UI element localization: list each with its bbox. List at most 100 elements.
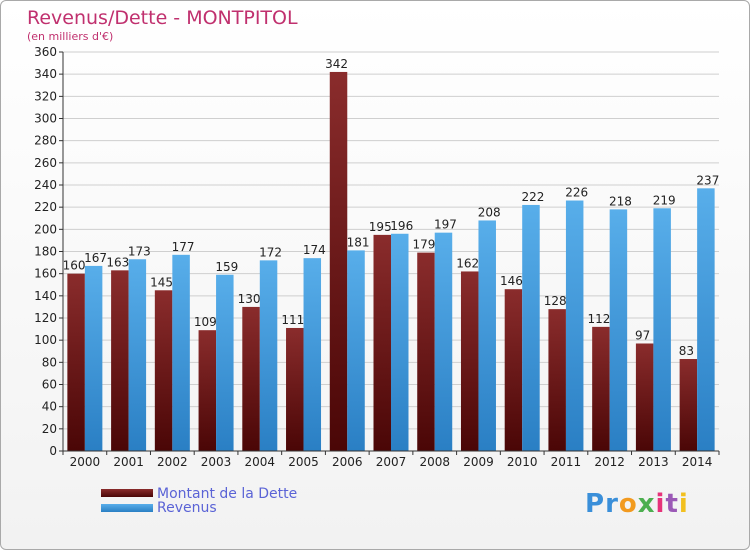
x-tick-label: 2000 <box>70 455 101 469</box>
bar-dette <box>329 71 348 451</box>
x-tick-label: 2001 <box>113 455 144 469</box>
x-tick-label: 2010 <box>507 455 538 469</box>
data-label-revenus: 208 <box>478 205 501 219</box>
y-tick-label: 100 <box>34 333 57 347</box>
bar-dette <box>460 271 479 451</box>
data-label-dette: 342 <box>325 57 348 71</box>
data-label-revenus: 181 <box>347 235 370 249</box>
bar-revenus <box>303 258 322 451</box>
data-label-dette: 195 <box>369 220 392 234</box>
bar-dette <box>417 252 435 451</box>
y-tick-label: 80 <box>42 355 57 369</box>
data-label-revenus: 177 <box>172 240 195 254</box>
x-tick-label: 2003 <box>201 455 232 469</box>
bar-dette <box>111 270 129 451</box>
x-tick-label: 2002 <box>157 455 188 469</box>
x-tick-label: 2011 <box>551 455 582 469</box>
bar-dette <box>592 326 610 451</box>
y-tick-label: 160 <box>34 267 57 281</box>
data-label-revenus: 167 <box>84 251 107 265</box>
data-label-dette: 130 <box>238 292 261 306</box>
data-label-dette: 128 <box>544 294 567 308</box>
data-label-dette: 112 <box>587 312 610 326</box>
data-label-revenus: 173 <box>128 244 151 258</box>
bar-dette <box>635 343 654 451</box>
x-tick-label: 2014 <box>682 455 713 469</box>
data-label-revenus: 219 <box>653 193 676 207</box>
data-label-revenus: 172 <box>259 245 282 259</box>
x-tick-label: 2009 <box>463 455 494 469</box>
y-tick-label: 340 <box>34 67 57 81</box>
bar-revenus <box>434 232 453 451</box>
data-label-revenus: 197 <box>434 218 457 232</box>
y-tick-label: 220 <box>34 200 57 214</box>
bar-dette <box>154 290 173 451</box>
bar-dette <box>286 327 304 451</box>
chart-subtitle: (en milliers d'€) <box>27 30 114 43</box>
data-label-revenus: 196 <box>390 219 413 233</box>
chart-title: Revenus/Dette - MONTPITOL <box>27 7 298 29</box>
data-label-revenus: 222 <box>521 190 544 204</box>
data-label-dette: 111 <box>281 313 304 327</box>
y-tick-label: 240 <box>34 178 57 192</box>
logo-letter: x <box>637 489 656 519</box>
legend-label-dette: Montant de la Dette <box>157 486 298 502</box>
x-tick-label: 2005 <box>288 455 319 469</box>
bar-revenus <box>391 233 409 451</box>
proxiti-logo: Proxiti <box>585 489 689 519</box>
legend-label-revenus: Revenus <box>157 500 217 516</box>
data-label-revenus: 226 <box>565 186 588 200</box>
x-tick-label: 2007 <box>376 455 407 469</box>
logo-letter: i <box>655 489 666 519</box>
logo-letter: r <box>605 489 619 519</box>
y-tick-label: 200 <box>34 222 57 236</box>
bar-revenus <box>522 204 540 451</box>
x-tick-label: 2012 <box>594 455 625 469</box>
bar-revenus <box>84 265 103 451</box>
y-tick-label: 300 <box>34 112 57 126</box>
bar-dette <box>504 289 523 451</box>
y-tick-label: 180 <box>34 245 57 259</box>
bar-dette <box>548 309 566 451</box>
y-tick-label: 0 <box>49 444 57 458</box>
y-tick-label: 60 <box>42 378 57 392</box>
y-tick-label: 320 <box>34 89 57 103</box>
logo-letter: i <box>678 489 689 519</box>
bar-dette <box>67 273 85 451</box>
data-label-dette: 163 <box>106 255 129 269</box>
logo-letter: t <box>665 489 679 519</box>
x-tick-label: 2013 <box>638 455 669 469</box>
y-tick-label: 360 <box>34 45 57 59</box>
data-label-revenus: 218 <box>609 194 632 208</box>
y-tick-label: 140 <box>34 289 57 303</box>
bar-dette <box>242 306 260 451</box>
bar-revenus <box>216 274 234 451</box>
bar-revenus <box>172 254 190 451</box>
data-label-dette: 145 <box>150 275 173 289</box>
data-label-dette: 160 <box>63 259 86 273</box>
logo-letter: P <box>585 489 606 519</box>
data-label-revenus: 159 <box>215 260 238 274</box>
bar-revenus <box>697 188 715 451</box>
y-tick-label: 40 <box>42 400 57 414</box>
bar-dette <box>198 330 217 451</box>
data-label-dette: 109 <box>194 315 217 329</box>
bar-revenus <box>565 200 584 451</box>
x-tick-label: 2004 <box>245 455 276 469</box>
y-tick-label: 260 <box>34 156 57 170</box>
bar-revenus <box>653 208 671 451</box>
y-tick-label: 20 <box>42 422 57 436</box>
data-label-dette: 162 <box>456 256 479 270</box>
logo-letter: o <box>618 489 638 519</box>
data-label-revenus: 174 <box>303 243 326 257</box>
bar-revenus <box>609 209 628 451</box>
data-label-dette: 97 <box>635 328 650 342</box>
data-label-dette: 146 <box>500 274 523 288</box>
data-label-dette: 83 <box>679 344 694 358</box>
bar-dette <box>679 359 698 451</box>
bar-revenus <box>128 259 147 451</box>
bar-revenus <box>478 220 496 451</box>
bar-dette <box>373 234 391 451</box>
